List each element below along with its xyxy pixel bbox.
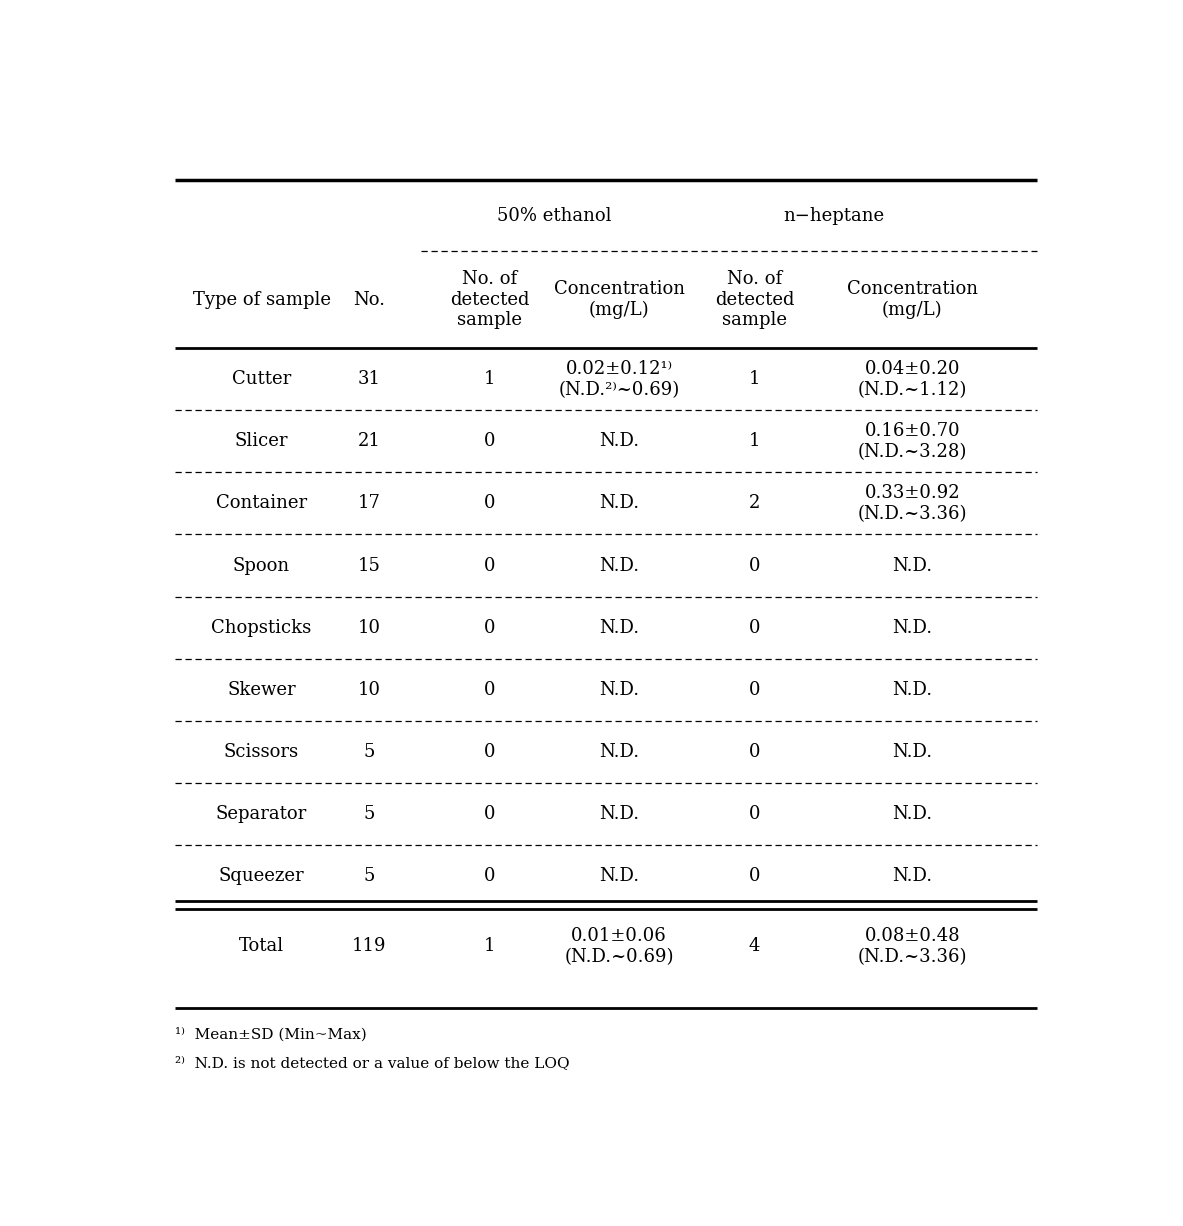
Text: 0.33±0.92
(N.D.~3.36): 0.33±0.92 (N.D.~3.36) [858,484,967,522]
Text: Squeezer: Squeezer [219,867,304,885]
Text: N.D.: N.D. [892,619,932,636]
Text: 0.04±0.20
(N.D.~1.12): 0.04±0.20 (N.D.~1.12) [858,360,967,398]
Text: 119: 119 [353,937,387,955]
Text: 0: 0 [484,743,496,761]
Text: ²⁾  N.D. is not detected or a value of below the LOQ: ²⁾ N.D. is not detected or a value of be… [175,1056,570,1070]
Text: No. of
detected
sample: No. of detected sample [451,270,530,330]
Text: 15: 15 [357,557,381,575]
Text: Total: Total [239,937,284,955]
Text: 2: 2 [749,494,761,512]
Text: N.D.: N.D. [599,867,639,885]
Text: 5: 5 [363,867,375,885]
Text: 0: 0 [749,743,761,761]
Text: 0: 0 [484,619,496,636]
Text: Scissors: Scissors [224,743,299,761]
Text: Skewer: Skewer [227,680,296,699]
Text: N.D.: N.D. [892,557,932,575]
Text: 5: 5 [363,805,375,823]
Text: 0: 0 [484,805,496,823]
Text: Container: Container [216,494,308,512]
Text: 0: 0 [749,557,761,575]
Text: 50% ethanol: 50% ethanol [497,207,612,226]
Text: N.D.: N.D. [599,619,639,636]
Text: 0: 0 [484,494,496,512]
Text: 17: 17 [357,494,381,512]
Text: 0.01±0.06
(N.D.~0.69): 0.01±0.06 (N.D.~0.69) [564,927,674,966]
Text: 31: 31 [357,370,381,389]
Text: 0: 0 [484,867,496,885]
Text: 0: 0 [749,680,761,699]
Text: 1: 1 [749,433,761,450]
Text: 0.02±0.12¹⁾
(N.D.²⁾~0.69): 0.02±0.12¹⁾ (N.D.²⁾~0.69) [558,360,680,398]
Text: 5: 5 [363,743,375,761]
Text: Spoon: Spoon [233,557,290,575]
Text: N.D.: N.D. [892,680,932,699]
Text: N.D.: N.D. [892,743,932,761]
Text: 0: 0 [749,867,761,885]
Text: 4: 4 [749,937,761,955]
Text: Slicer: Slicer [234,433,289,450]
Text: 0: 0 [484,433,496,450]
Text: N.D.: N.D. [599,743,639,761]
Text: N.D.: N.D. [892,867,932,885]
Text: Chopsticks: Chopsticks [212,619,311,636]
Text: n−heptane: n−heptane [783,207,884,226]
Text: 21: 21 [357,433,381,450]
Text: 0.16±0.70
(N.D.~3.28): 0.16±0.70 (N.D.~3.28) [858,422,967,461]
Text: 0: 0 [484,680,496,699]
Text: Concentration
(mg/L): Concentration (mg/L) [847,280,977,319]
Text: No. of
detected
sample: No. of detected sample [715,270,794,330]
Text: N.D.: N.D. [599,680,639,699]
Text: 0: 0 [749,805,761,823]
Text: ¹⁾  Mean±SD (Min~Max): ¹⁾ Mean±SD (Min~Max) [175,1027,367,1042]
Text: 10: 10 [357,680,381,699]
Text: N.D.: N.D. [599,433,639,450]
Text: 0: 0 [484,557,496,575]
Text: N.D.: N.D. [599,557,639,575]
Text: 0: 0 [749,619,761,636]
Text: N.D.: N.D. [892,805,932,823]
Text: Concentration
(mg/L): Concentration (mg/L) [554,280,685,319]
Text: Type of sample: Type of sample [193,291,330,309]
Text: N.D.: N.D. [599,494,639,512]
Text: Cutter: Cutter [232,370,291,389]
Text: 0.08±0.48
(N.D.~3.36): 0.08±0.48 (N.D.~3.36) [858,927,967,966]
Text: No.: No. [354,291,386,309]
Text: 1: 1 [749,370,761,389]
Text: Separator: Separator [216,805,308,823]
Text: N.D.: N.D. [599,805,639,823]
Text: 10: 10 [357,619,381,636]
Text: 1: 1 [484,370,496,389]
Text: 1: 1 [484,937,496,955]
